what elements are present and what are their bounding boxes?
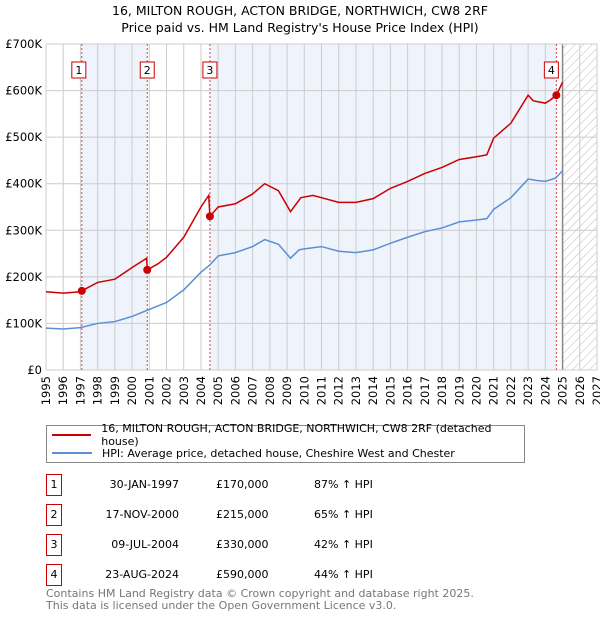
sale-number: 2 xyxy=(46,504,62,526)
sale-label-box: 1 xyxy=(71,61,87,79)
sales-table-row: 4 23-AUG-2024 £590,000 44% ↑ HPI xyxy=(46,564,466,586)
hpi-line xyxy=(45,170,564,330)
x-tick-label: 2022 xyxy=(504,376,518,405)
sales-table-row: 1 30-JAN-1997 £170,000 87% ↑ HPI xyxy=(46,474,466,496)
footer-line-1: Contains HM Land Registry data © Crown c… xyxy=(46,587,474,600)
x-tick-label: 2016 xyxy=(401,376,415,405)
legend-item-hpi: HPI: Average price, detached house, Ches… xyxy=(47,444,455,462)
sale-point xyxy=(552,91,561,100)
y-tick-label: £100K xyxy=(5,316,42,330)
x-tick-label: 2021 xyxy=(487,376,501,405)
y-tick-label: £700K xyxy=(5,37,42,51)
sale-date: 09-JUL-2004 xyxy=(111,538,179,551)
y-tick-label: £600K xyxy=(5,84,42,98)
y-tick-label: £200K xyxy=(5,270,42,284)
y-tick-label: £0 xyxy=(27,363,42,377)
x-tick-label: 2005 xyxy=(211,376,225,405)
legend-swatch-hpi xyxy=(52,452,92,454)
sale-number: 3 xyxy=(46,534,62,556)
x-tick-label: 2026 xyxy=(573,376,587,405)
sale-hpi-change: 44% ↑ HPI xyxy=(314,568,373,581)
chart-title: 16, MILTON ROUGH, ACTON BRIDGE, NORTHWIC… xyxy=(112,3,488,18)
sale-label-box: 4 xyxy=(543,61,559,79)
sale-price: £590,000 xyxy=(216,568,269,581)
x-tick-label: 2008 xyxy=(263,376,277,405)
sale-hpi-change: 87% ↑ HPI xyxy=(314,478,373,491)
x-tick-label: 1997 xyxy=(73,376,87,405)
sale-price: £215,000 xyxy=(216,508,269,521)
legend-item-property: 16, MILTON ROUGH, ACTON BRIDGE, NORTHWIC… xyxy=(47,422,524,448)
x-tick-label: 2009 xyxy=(280,376,294,405)
legend-label-hpi: HPI: Average price, detached house, Ches… xyxy=(102,446,455,460)
sales-table-row: 3 09-JUL-2004 £330,000 42% ↑ HPI xyxy=(46,534,466,556)
x-tick-label: 2002 xyxy=(160,376,174,405)
x-tick-label: 2020 xyxy=(469,376,483,405)
x-tick-label: 1999 xyxy=(108,376,122,405)
sale-price: £170,000 xyxy=(216,478,269,491)
sale-date: 23-AUG-2024 xyxy=(105,568,179,581)
x-tick-label: 2015 xyxy=(383,376,397,405)
footer: Contains HM Land Registry data © Crown c… xyxy=(46,588,474,612)
x-tick-label: 1995 xyxy=(39,376,53,405)
x-tick-label: 2025 xyxy=(556,376,570,405)
x-tick-label: 2024 xyxy=(538,376,552,405)
chart-subtitle: Price paid vs. HM Land Registry's House … xyxy=(121,20,479,35)
sale-point xyxy=(205,212,214,221)
sale-number: 1 xyxy=(46,474,62,496)
y-tick-label: £400K xyxy=(5,177,42,191)
y-tick-label: £500K xyxy=(5,130,42,144)
x-tick-label: 2004 xyxy=(194,376,208,405)
sale-label-box: 2 xyxy=(139,61,155,79)
x-tick-label: 2010 xyxy=(297,376,311,405)
sale-hpi-change: 65% ↑ HPI xyxy=(314,508,373,521)
sale-date: 17-NOV-2000 xyxy=(105,508,179,521)
shade-band xyxy=(209,44,557,370)
sale-label-frame xyxy=(202,61,218,79)
sale-label-box: 3 xyxy=(202,61,218,79)
legend-label-property: 16, MILTON ROUGH, ACTON BRIDGE, NORTHWIC… xyxy=(101,422,492,448)
x-tick-label: 2013 xyxy=(349,376,363,405)
x-tick-label: 2000 xyxy=(125,376,139,405)
x-tick-label: 2006 xyxy=(228,376,242,405)
sale-label-number: 4 xyxy=(548,64,555,77)
sale-label-frame xyxy=(543,61,559,79)
sales-table-row: 2 17-NOV-2000 £215,000 65% ↑ HPI xyxy=(46,504,466,526)
sale-label-frame xyxy=(71,61,87,79)
sale-label-number: 1 xyxy=(75,64,82,77)
legend-swatch-property xyxy=(52,434,92,436)
sale-point xyxy=(143,265,152,274)
price-chart: £0 £100K £200K £300K £400K £500K £600K £700K 199… xyxy=(5,37,600,405)
x-tick-label: 1996 xyxy=(56,376,70,405)
x-tick-label: 2012 xyxy=(332,376,346,405)
sale-price: £330,000 xyxy=(216,538,269,551)
x-tick-label: 2018 xyxy=(435,376,449,405)
sale-date: 30-JAN-1997 xyxy=(109,478,179,491)
y-tick-label: £300K xyxy=(5,223,42,237)
x-tick-label: 2017 xyxy=(418,376,432,405)
x-tick-label: 2014 xyxy=(366,376,380,405)
footer-line-2: This data is licensed under the Open Gov… xyxy=(46,599,397,612)
sale-number: 4 xyxy=(46,564,62,586)
property-price-line xyxy=(45,81,564,294)
sale-label-number: 2 xyxy=(144,64,151,77)
x-tick-label: 2011 xyxy=(315,376,329,405)
x-tick-label: 2019 xyxy=(452,376,466,405)
sale-hpi-change: 42% ↑ HPI xyxy=(314,538,373,551)
x-tick-label: 2003 xyxy=(177,376,191,405)
x-tick-label: 2001 xyxy=(142,376,156,405)
x-tick-label: 2027 xyxy=(590,376,600,405)
plot-frame xyxy=(45,43,598,371)
x-tick-label: 2007 xyxy=(246,376,260,405)
sale-label-frame xyxy=(139,61,155,79)
x-tick-label: 2023 xyxy=(521,376,535,405)
legend: 16, MILTON ROUGH, ACTON BRIDGE, NORTHWIC… xyxy=(46,422,525,463)
sale-label-number: 3 xyxy=(206,64,213,77)
sale-point xyxy=(77,286,86,295)
x-tick-label: 1998 xyxy=(91,376,105,405)
